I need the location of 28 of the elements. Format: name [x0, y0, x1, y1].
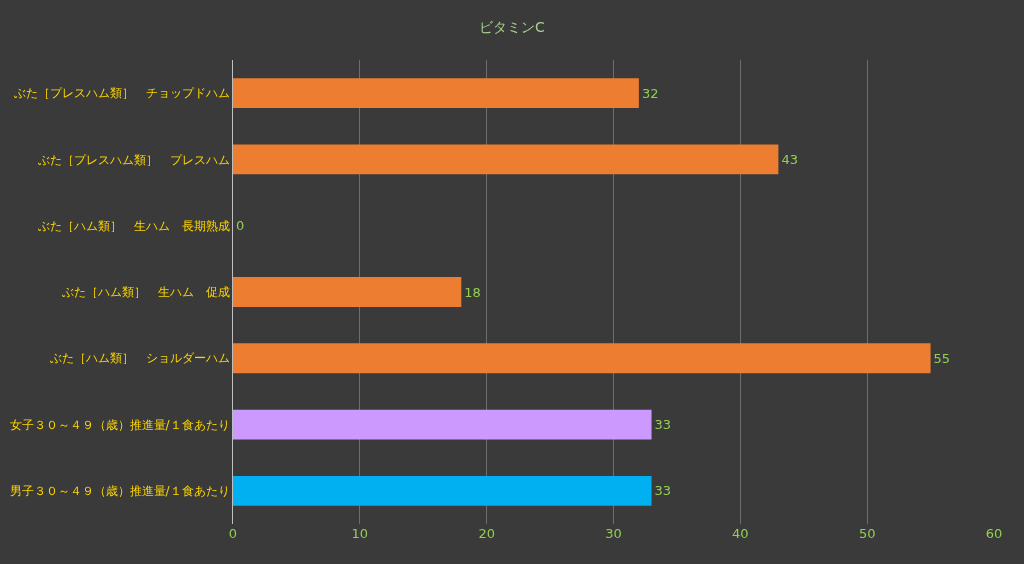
bar [233, 277, 462, 307]
x-tick-label: 20 [478, 526, 495, 541]
data-label: 33 [654, 483, 672, 499]
data-label: 0 [236, 218, 245, 234]
data-label: 33 [654, 417, 672, 433]
data-label: 43 [781, 151, 798, 167]
data-label: 32 [641, 85, 659, 101]
x-tick-label: 50 [858, 526, 876, 541]
y-tick-label: ぶた［プレスハム類］ チョップドハム [13, 86, 230, 101]
y-tick-label: ぶた［プレスハム類］ プレスハム [37, 152, 230, 167]
x-tick-label: 10 [351, 526, 369, 541]
bar [233, 144, 779, 175]
x-tick-label: 0 [228, 526, 238, 541]
x-tick-label: 40 [732, 526, 749, 541]
y-tick-label: 男子３０～４９（歳）推進量/１食あたり [9, 484, 230, 499]
x-tick-label: 60 [985, 526, 1003, 541]
bar [233, 409, 652, 440]
bar [233, 343, 931, 374]
bar [233, 475, 652, 506]
bar [233, 78, 639, 109]
data-label: 18 [464, 284, 481, 300]
data-label: 55 [933, 350, 951, 366]
x-tick-label: 30 [605, 526, 622, 541]
chart-title: ビタミンC [479, 19, 546, 36]
y-tick-label: ぶた［ハム類］ 生ハム 長期熟成 [37, 218, 230, 233]
y-tick-label: 女子３０～４９（歳）推進量/１食あたり [9, 417, 230, 432]
y-tick-label: ぶた［ハム類］ ショルダーハム [49, 351, 230, 366]
y-tick-label: ぶた［ハム類］ 生ハム 促成 [61, 285, 230, 300]
